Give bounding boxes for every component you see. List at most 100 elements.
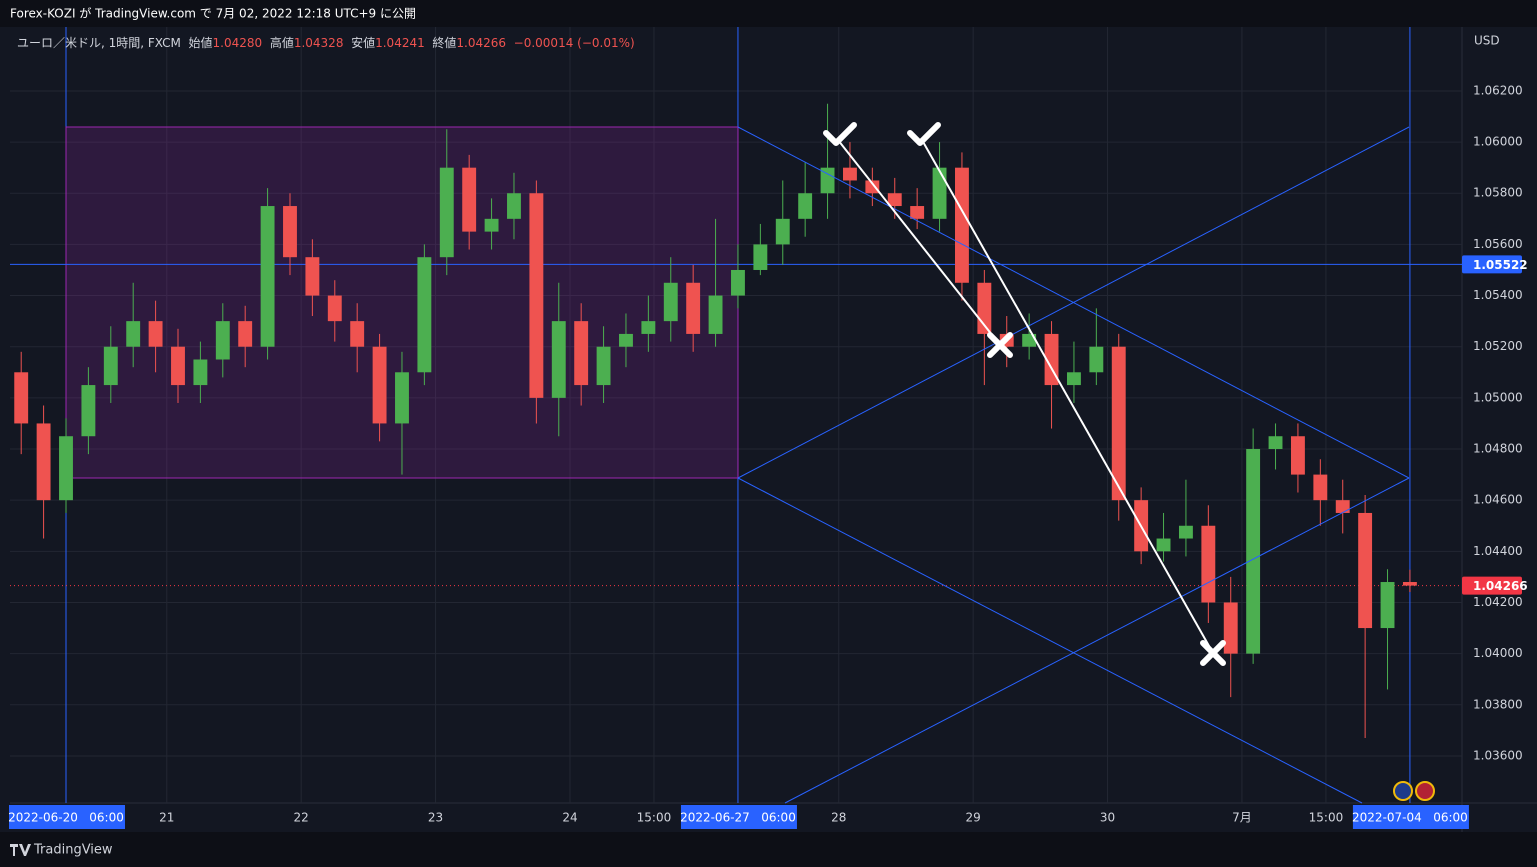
candle-body	[350, 321, 365, 347]
candle-body	[775, 218, 790, 245]
symbol: ユーロ／米ドル, 1時間, FXCM	[17, 36, 181, 50]
y-tick-label: 1.04200	[1473, 595, 1523, 609]
candle-body	[36, 423, 51, 501]
candle-body	[439, 167, 454, 258]
currency: USD	[1474, 34, 1500, 48]
eu-icon[interactable]	[1393, 781, 1413, 801]
candle-body	[103, 346, 118, 386]
candle-body	[1380, 582, 1395, 629]
drawings	[737, 126, 1410, 804]
candle-body	[507, 193, 521, 219]
x-tick-label: 15:00	[637, 811, 672, 825]
candle-body	[1290, 436, 1305, 475]
y-tick-label: 1.03600	[1473, 748, 1523, 762]
candle-body	[1268, 436, 1283, 450]
y-tick-label: 1.05000	[1473, 390, 1523, 404]
low-label: 安値	[351, 36, 376, 50]
y-tick-label: 1.05400	[1473, 288, 1523, 302]
x-tick-label: 30	[1100, 811, 1115, 825]
y-tick-label: 1.06000	[1473, 135, 1523, 149]
candle-body	[1156, 538, 1171, 552]
top-bar	[0, 0, 1537, 27]
candle-body	[551, 321, 566, 398]
candle-body	[731, 269, 745, 296]
candle-body	[1066, 372, 1081, 386]
candle-body	[708, 295, 723, 334]
candle-body	[148, 321, 163, 347]
y-tick-label: 1.04600	[1473, 493, 1523, 507]
candle-body	[574, 321, 589, 386]
candle-body	[1022, 333, 1037, 347]
us-icon[interactable]	[1415, 781, 1435, 801]
x-tick-label: 23	[428, 811, 443, 825]
candle-body	[1044, 333, 1059, 386]
x-tick-label: 7月	[1232, 811, 1252, 825]
bottom-bar	[0, 832, 1537, 867]
candle-body	[327, 295, 342, 322]
trend-lines	[837, 139, 1214, 654]
candle-body	[1089, 346, 1104, 373]
candle-body	[417, 257, 432, 373]
candle-body	[462, 167, 477, 232]
markers	[823, 122, 1226, 666]
y-tick-label: 1.04800	[1473, 442, 1523, 456]
candle-body	[820, 167, 835, 194]
high-label: 高値	[269, 36, 294, 50]
candle-body	[1313, 474, 1328, 501]
candle-body	[171, 346, 185, 386]
y-tick-label: 1.03800	[1473, 697, 1523, 711]
candle-body	[14, 372, 29, 424]
candle-body	[1246, 449, 1261, 654]
low: 1.04241	[375, 36, 425, 50]
close: 1.04266	[456, 36, 507, 50]
candle-body	[1111, 346, 1126, 501]
candle-body	[910, 206, 925, 219]
candle-body	[484, 218, 499, 232]
x-tick-label: 24	[562, 811, 577, 825]
x-tick-highlight	[680, 805, 797, 829]
x-tick-highlight	[8, 805, 125, 829]
brand: TradingView	[33, 843, 113, 858]
price-tag	[1462, 576, 1522, 595]
candle-body	[1402, 582, 1417, 586]
brand-logo	[10, 844, 31, 856]
candle-body	[932, 167, 947, 219]
candle-body	[1201, 525, 1216, 603]
x-tick-label: 2022-07-04 06:00	[1352, 811, 1468, 825]
y-tick-label: 1.05800	[1473, 186, 1523, 200]
candle-body	[753, 244, 768, 270]
candle-body	[529, 193, 544, 398]
candle-body	[372, 346, 387, 424]
candle-body	[686, 282, 701, 334]
candle-body	[1358, 512, 1373, 629]
candle-body	[193, 359, 208, 386]
candle-body	[1178, 525, 1193, 539]
x-tick-label: 29	[966, 811, 981, 825]
candle-body	[619, 333, 633, 347]
candle-body	[641, 321, 656, 334]
y-tick-label: 1.04400	[1473, 544, 1523, 558]
legend: ユーロ／米ドル, 1時間, FXCM 始値1.04280 高値1.04328 安…	[17, 34, 635, 51]
candle-body	[843, 167, 857, 181]
x-tick-label: 21	[159, 811, 174, 825]
candle-body	[798, 193, 813, 219]
candle-body	[59, 436, 73, 501]
y-tick-label: 1.04000	[1473, 646, 1523, 660]
open: 1.04280	[212, 36, 263, 50]
price-tag	[1462, 255, 1522, 274]
y-tick-label: 1.05200	[1473, 339, 1523, 353]
candle-body	[238, 321, 253, 347]
candle-body	[283, 206, 297, 258]
high: 1.04328	[293, 36, 344, 50]
candle-body	[1335, 500, 1350, 513]
candle-body	[395, 372, 409, 424]
candle-body	[955, 167, 969, 283]
published: Forex-KOZI が TradingView.com で 7月 02, 20…	[10, 6, 416, 21]
change: −0.00014 (−0.01%)	[513, 36, 635, 50]
y-tick-label: 1.05600	[1473, 237, 1523, 251]
x-tick-label: 22	[294, 811, 309, 825]
candle-body	[215, 321, 230, 360]
x-tick-label: 2022-06-20 06:00	[8, 811, 124, 825]
x-tick-label: 2022-06-27 06:00	[680, 811, 796, 825]
